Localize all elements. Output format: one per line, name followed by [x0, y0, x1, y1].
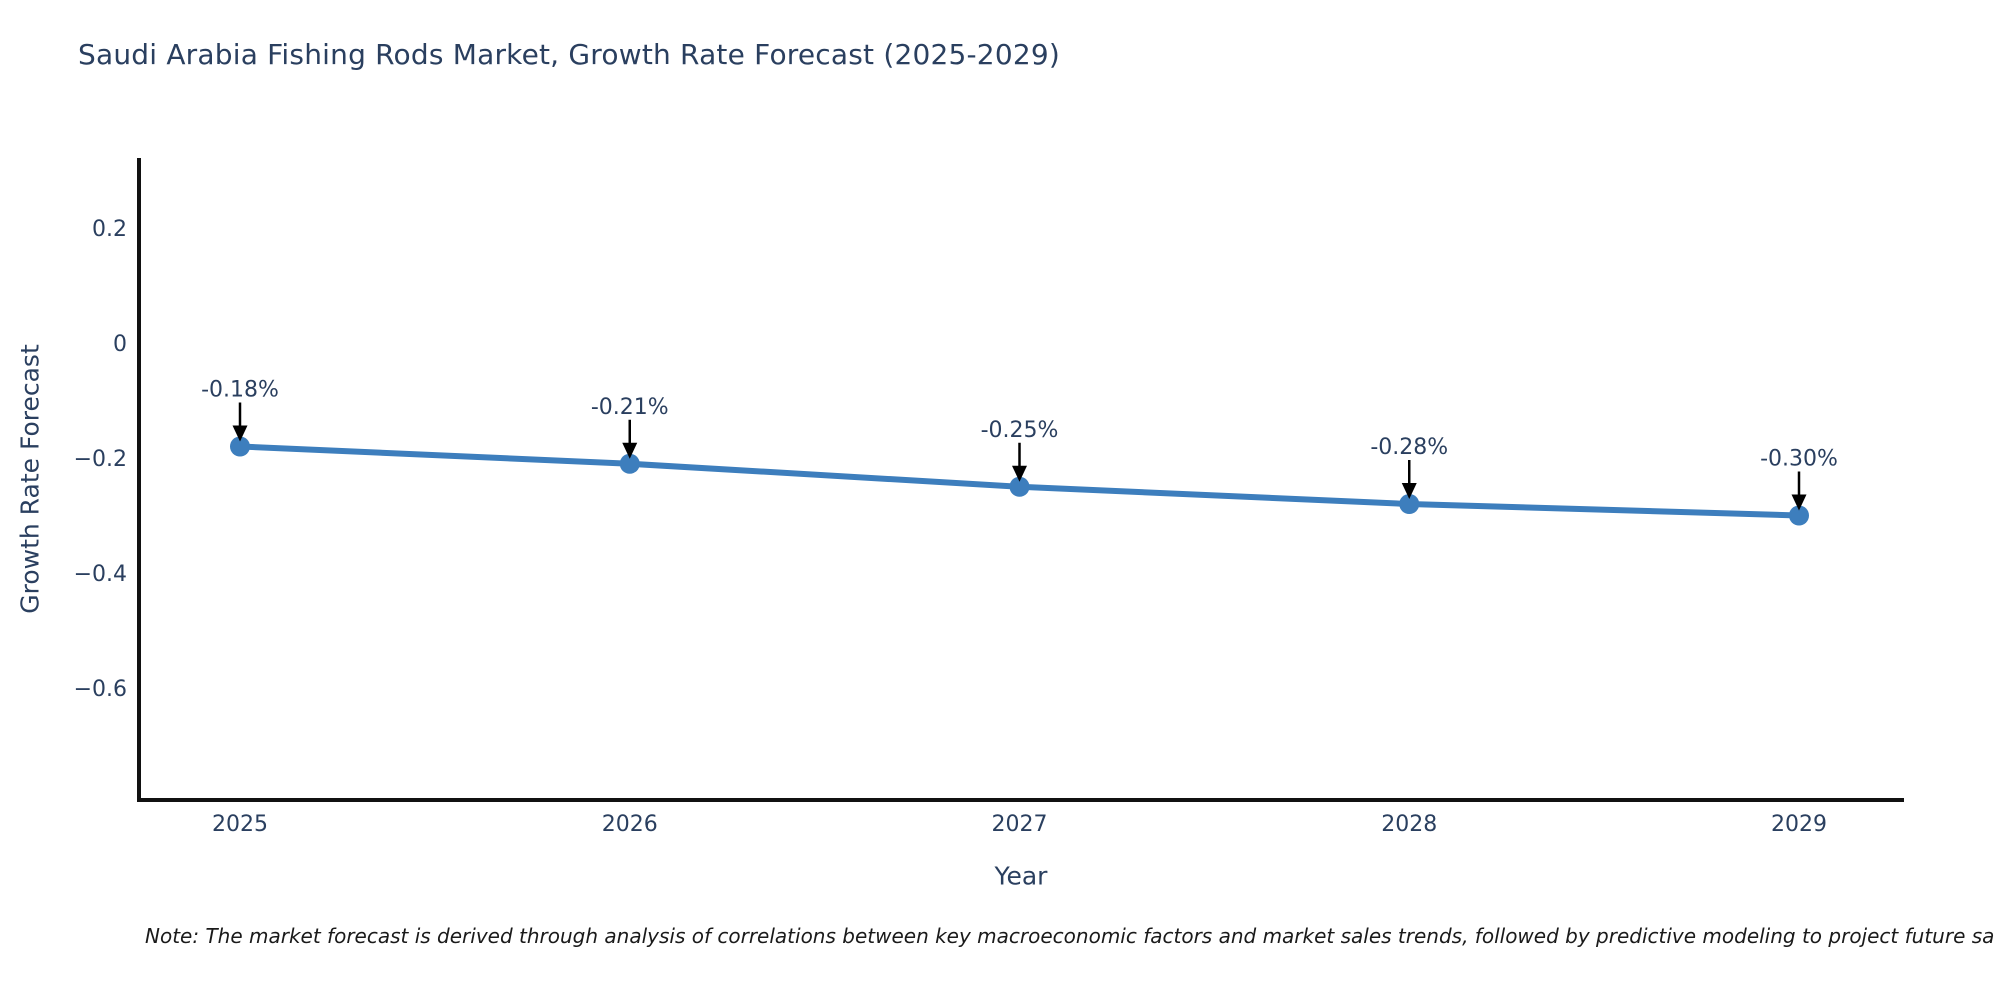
- x-axis-title: Year: [994, 861, 1048, 891]
- y-tick-label: 0: [113, 332, 127, 357]
- annotation-label: -0.21%: [591, 395, 669, 420]
- data-point-marker: [1399, 494, 1420, 514]
- data-point-marker: [230, 436, 250, 457]
- x-tick-label: 2027: [992, 812, 1048, 837]
- y-tick-label: −0.2: [74, 447, 127, 472]
- y-tick-label: −0.6: [74, 677, 127, 702]
- annotation-arrowhead: [1401, 483, 1417, 499]
- y-tick-label: −0.4: [74, 562, 127, 587]
- annotation-arrowhead: [622, 442, 638, 459]
- x-tick-label: 2028: [1381, 812, 1437, 837]
- x-tick-label: 2026: [602, 812, 658, 837]
- annotation-arrowhead: [1791, 494, 1807, 511]
- annotation-label: -0.18%: [201, 378, 279, 403]
- y-tick-label: 0.2: [92, 217, 127, 242]
- chart-title: Saudi Arabia Fishing Rods Market, Growth…: [78, 38, 1060, 71]
- data-point-marker: [1789, 505, 1809, 526]
- x-tick-label: 2029: [1771, 812, 1827, 837]
- footnote: Note: The market forecast is derived thr…: [145, 924, 1995, 948]
- annotation-label: -0.25%: [981, 418, 1059, 443]
- annotation-label: -0.30%: [1760, 447, 1838, 472]
- annotation-arrowhead: [232, 425, 248, 442]
- x-tick-label: 2025: [212, 812, 268, 837]
- annotation-label: -0.28%: [1370, 435, 1448, 460]
- data-point-marker: [619, 453, 640, 474]
- data-point-marker: [1009, 476, 1030, 497]
- annotation-arrowhead: [1012, 465, 1027, 482]
